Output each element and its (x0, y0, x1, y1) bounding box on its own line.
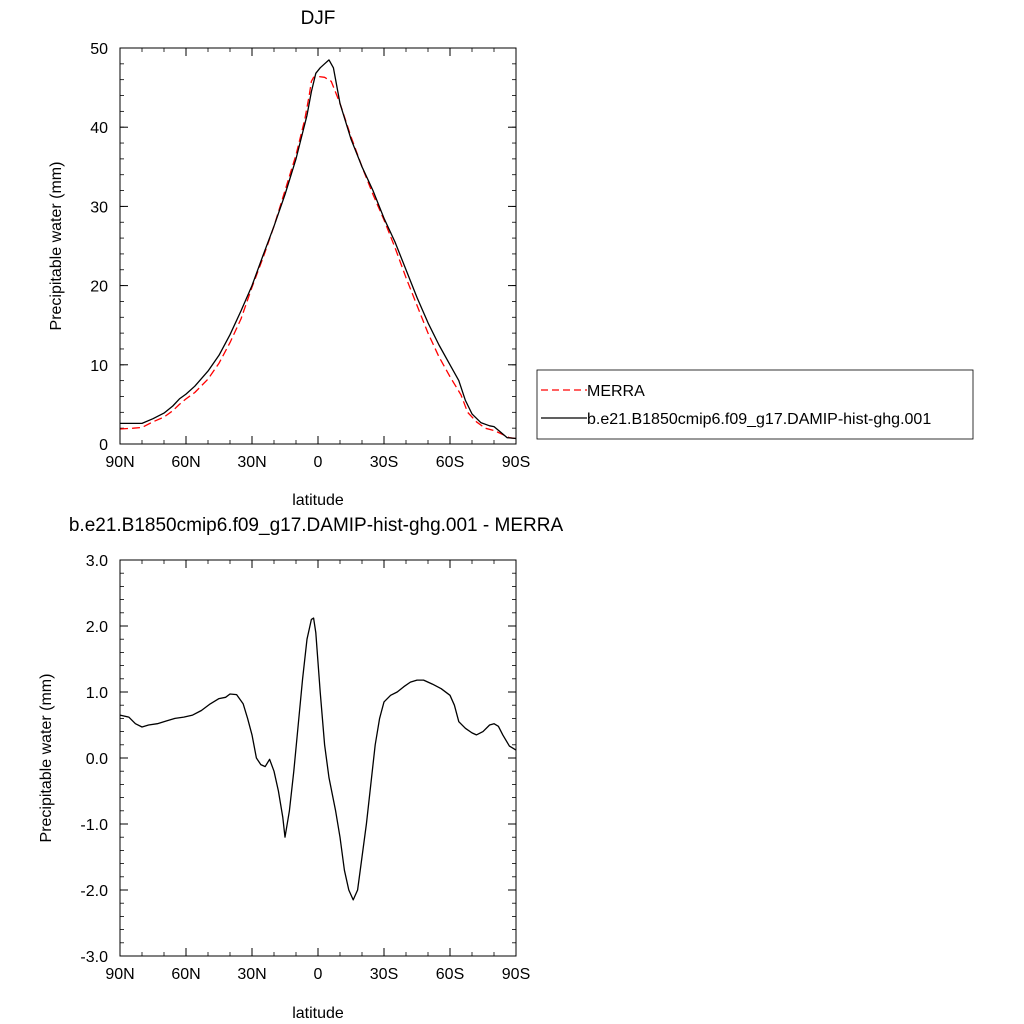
y-tick-label: 20 (90, 279, 108, 296)
x-tick-label: 90N (105, 454, 134, 471)
x-tick-label: 0 (314, 966, 323, 983)
tick-group: 90N 60N 30N 0 30S 60S 90S 3.0 2.0 1.0 0.0 -1.0 -2.0 -… (80, 553, 530, 983)
y-tick-label: 10 (90, 358, 108, 375)
y-tick-label: 30 (90, 199, 108, 216)
y-tick-label: 40 (90, 120, 108, 137)
y-axis-label: Precipitable water (mm) (48, 162, 65, 331)
y-tick-label: -2.0 (80, 883, 108, 900)
x-axis-label: latitude (292, 1005, 344, 1022)
legend-label-model: b.e21.B1850cmip6.f09_g17.DAMIP-hist-ghg.… (587, 411, 931, 428)
y-axis-label: Precipitable water (mm) (38, 674, 55, 843)
x-tick-label: 60N (171, 966, 200, 983)
y-tick-label: 3.0 (86, 553, 108, 570)
x-tick-label: 90N (105, 966, 134, 983)
y-tick-label: 50 (90, 41, 108, 58)
panel-djf: DJF Precipitable water (mm) latitude 90N… (48, 8, 530, 509)
legend-box (536, 369, 974, 440)
series-line-merra (119, 75, 517, 440)
legend-label-merra: MERRA (587, 383, 645, 400)
chart-title: DJF (301, 8, 336, 29)
x-tick-label: 60N (171, 454, 200, 471)
panel-difference: b.e21.B1850cmip6.f09_g17.DAMIP-hist-ghg.… (38, 515, 563, 1022)
legend: MERRA b.e21.B1850cmip6.f09_g17.DAMIP-his… (536, 369, 974, 440)
x-tick-label: 0 (314, 454, 323, 471)
series-group (119, 617, 517, 901)
x-tick-label: 60S (436, 966, 464, 983)
x-tick-label: 30N (237, 966, 266, 983)
x-tick-label: 30N (237, 454, 266, 471)
tick-group: 90N 60N 30N 0 30S 60S 90S 0 10 20 30 40 50 (90, 41, 530, 471)
series-line-model (120, 59, 517, 440)
series-line-difference (119, 617, 517, 901)
y-tick-label: -1.0 (80, 817, 108, 834)
x-tick-label: 60S (436, 454, 464, 471)
y-tick-label: -3.0 (80, 949, 108, 966)
x-tick-label: 90S (502, 966, 530, 983)
series-group (119, 59, 517, 440)
y-tick-label: 2.0 (86, 619, 108, 636)
y-tick-label: 1.0 (86, 685, 108, 702)
plot-frame (119, 559, 517, 957)
x-axis-label: latitude (292, 492, 344, 509)
y-tick-label: 0 (99, 437, 108, 454)
x-tick-label: 90S (502, 454, 530, 471)
plot-frame (119, 47, 517, 445)
x-tick-label: 30S (370, 454, 398, 471)
y-tick-label: 0.0 (86, 751, 108, 768)
x-tick-label: 30S (370, 966, 398, 983)
chart-title: b.e21.B1850cmip6.f09_g17.DAMIP-hist-ghg.… (69, 515, 564, 536)
